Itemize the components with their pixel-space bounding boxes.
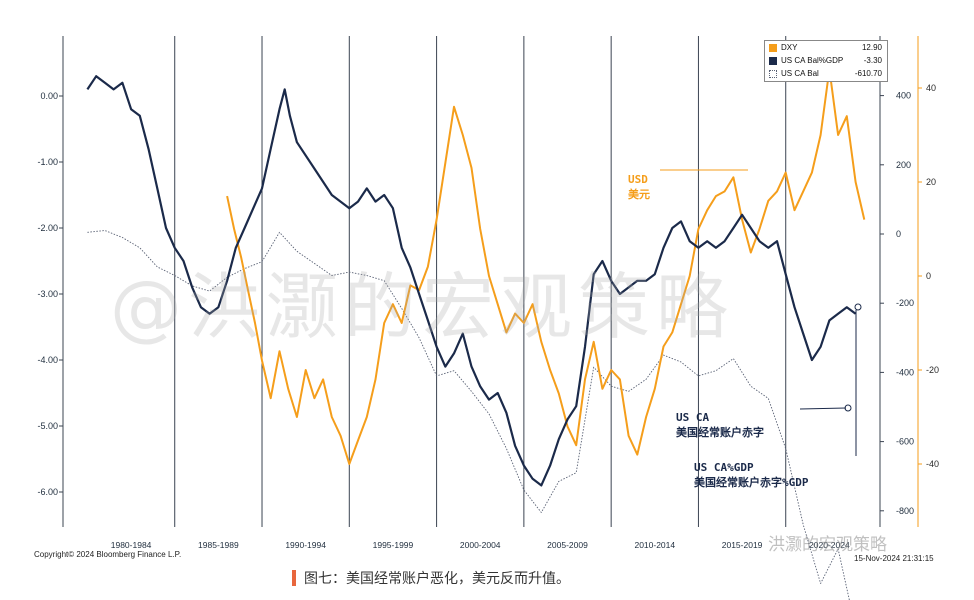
- annotation-us-ca-cn: 美国经常账户赤字: [676, 426, 764, 439]
- us-ca-gdp-marker: [854, 303, 862, 311]
- annotation-usd: USD 美元: [628, 172, 650, 202]
- legend-swatch-dxy: [769, 44, 777, 52]
- x-tick-label: 2010-2014: [634, 540, 675, 550]
- dxy-tick-label: 40: [926, 83, 936, 93]
- left-tick-label: -6.00: [37, 487, 58, 497]
- series-line-us-ca-bal-gdp: [86, 75, 857, 487]
- series-lines: [86, 68, 866, 600]
- copyright: Copyright© 2024 Bloomberg Finance L.P.: [34, 550, 182, 559]
- dxy-tick-label: 20: [926, 177, 936, 187]
- us-ca-marker: [844, 404, 852, 412]
- legend: DXY 12.90 US CA Bal%GDP -3.30 US CA Bal …: [764, 40, 888, 82]
- right-axis-ca-ticks: 400 200 0 -200 -400 -600 -800: [880, 91, 914, 516]
- left-tick-label: -3.00: [37, 289, 58, 299]
- left-tick-label: -1.00: [37, 157, 58, 167]
- left-tick-label: -4.00: [37, 355, 58, 365]
- x-axis-ticks: 1980-1984 1985-1989 1990-1994 1995-1999 2000…: [111, 540, 850, 550]
- left-tick-label: 0.00: [40, 91, 58, 101]
- x-tick-label: 1990-1994: [285, 540, 326, 550]
- legend-item-dxy: DXY 12.90: [765, 42, 887, 54]
- series-line-dxy: [226, 68, 866, 465]
- legend-value: -3.30: [863, 56, 882, 65]
- axes: [62, 36, 919, 527]
- annotation-us-ca: US CA 美国经常账户赤字: [676, 410, 764, 440]
- annotation-us-ca-gdp: US CA%GDP 美国经常账户赤字%GDP: [694, 460, 809, 490]
- x-tick-label: 2015-2019: [722, 540, 763, 550]
- legend-label: DXY: [781, 43, 798, 52]
- left-axis-ticks: 0.00 -1.00 -2.00 -3.00 -4.00 -5.00 -6.00: [37, 91, 63, 497]
- legend-label: US CA Bal: [781, 69, 819, 78]
- annotation-usd-en: USD: [628, 173, 648, 186]
- legend-item-ca-gdp: US CA Bal%GDP -3.30: [765, 55, 887, 67]
- legend-swatch-ca-gdp: [769, 57, 777, 65]
- right-tick-label: 200: [896, 160, 911, 170]
- x-tick-label: 1980-1984: [111, 540, 152, 550]
- legend-value: 12.90: [861, 43, 882, 52]
- timestamp: 15-Nov-2024 21:31:15: [854, 554, 934, 563]
- right-tick-label: -800: [896, 506, 914, 516]
- annotation-usd-cn: 美元: [628, 188, 650, 201]
- legend-item-ca-bal: US CA Bal -610.70: [765, 68, 887, 80]
- figure-caption: 图七：美国经常账户恶化，美元反而升值。: [292, 568, 570, 588]
- caption-text: 图七：美国经常账户恶化，美元反而升值。: [304, 571, 570, 587]
- x-tick-label: 1985-1989: [198, 540, 239, 550]
- dxy-tick-label: 0: [926, 271, 931, 281]
- right-tick-label: -600: [896, 437, 914, 447]
- x-tick-label: 1995-1999: [373, 540, 414, 550]
- x-tick-label: 2020-2024: [809, 540, 850, 550]
- annotation-us-ca-gdp-cn: 美国经常账户赤字%GDP: [694, 476, 809, 489]
- caption-marker: [292, 570, 296, 586]
- left-tick-label: -5.00: [37, 421, 58, 431]
- annotation-us-ca-en: US CA: [676, 411, 710, 424]
- legend-value: -610.70: [854, 69, 882, 78]
- us-ca-leader: [799, 407, 847, 410]
- right-tick-label: 400: [896, 91, 911, 101]
- vertical-gridlines: [174, 36, 787, 527]
- annotation-us-ca-gdp-en: US CA%GDP: [694, 461, 754, 474]
- legend-label: US CA Bal%GDP: [781, 56, 844, 65]
- dxy-tick-label: -20: [926, 365, 939, 375]
- x-tick-label: 2005-2009: [547, 540, 588, 550]
- left-tick-label: -2.00: [37, 223, 58, 233]
- dxy-tick-label: -40: [926, 459, 939, 469]
- right-tick-label: -200: [896, 298, 914, 308]
- annotation-leaders: [660, 169, 862, 456]
- right-axis-dxy-ticks: 40 20 0 -20 -40: [918, 83, 939, 469]
- right-tick-label: 0: [896, 229, 901, 239]
- series-line-us-ca-bal: [87, 230, 850, 600]
- x-tick-label: 2000-2004: [460, 540, 501, 550]
- right-tick-label: -400: [896, 367, 914, 377]
- legend-swatch-ca-bal: [769, 70, 777, 78]
